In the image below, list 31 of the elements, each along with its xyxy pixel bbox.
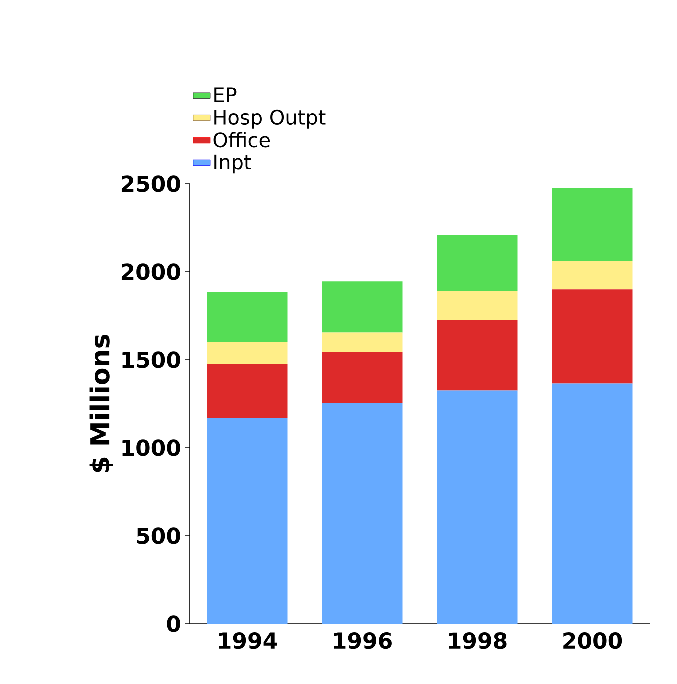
bar xyxy=(207,342,288,364)
legend-label: Office xyxy=(214,132,270,148)
bar xyxy=(437,291,518,320)
y-tick-label: 1500 xyxy=(122,352,180,368)
bar xyxy=(207,364,288,418)
bar xyxy=(322,332,403,352)
y-tick-label: 2500 xyxy=(122,176,180,192)
x-tick-label: 2000 xyxy=(564,632,622,650)
bar xyxy=(207,418,288,624)
y-tick-label: 0 xyxy=(167,616,180,632)
bar xyxy=(322,403,403,624)
x-tick-label: 1994 xyxy=(219,632,278,650)
bar xyxy=(437,390,518,624)
bar xyxy=(552,290,633,384)
legend-label: EP xyxy=(214,88,237,102)
legend-label: Hosp Outpt xyxy=(214,110,326,129)
bar xyxy=(437,235,518,292)
y-tick-label: 500 xyxy=(137,528,180,544)
y-tick-label: 2000 xyxy=(122,264,180,280)
bar xyxy=(552,384,633,624)
x-tick-label: 1996 xyxy=(334,632,392,650)
bar xyxy=(552,188,633,262)
y-axis-title: $ Millions xyxy=(90,334,114,472)
bar xyxy=(552,261,633,290)
bar xyxy=(322,352,403,404)
y-tick-label: 1000 xyxy=(122,440,180,456)
bar xyxy=(322,282,403,333)
legend-label: Inpt xyxy=(214,154,252,174)
bar xyxy=(207,292,288,342)
x-tick-label: 1998 xyxy=(449,632,507,650)
bar xyxy=(437,320,518,391)
